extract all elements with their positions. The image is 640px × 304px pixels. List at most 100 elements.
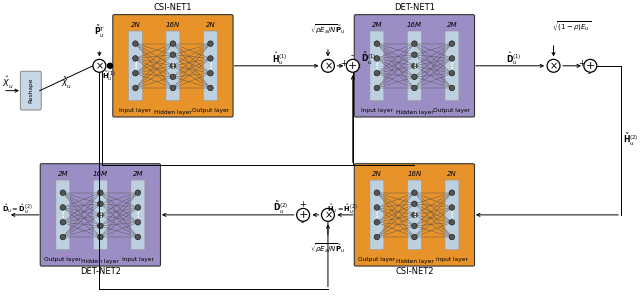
FancyBboxPatch shape [370,180,384,250]
Circle shape [449,85,454,91]
Text: Hidden layer: Hidden layer [81,259,119,264]
Text: Input layer: Input layer [361,108,393,112]
Text: $\tilde{\mathbf{H}}_u^{(1)}$: $\tilde{\mathbf{H}}_u^{(1)}$ [102,69,116,83]
Circle shape [207,71,213,76]
Circle shape [297,209,310,221]
FancyBboxPatch shape [113,15,233,117]
Circle shape [108,63,113,68]
Circle shape [97,212,103,218]
Text: Reshape: Reshape [28,78,33,103]
Text: 2N: 2N [372,171,381,177]
Circle shape [170,52,176,57]
Circle shape [97,190,103,195]
Circle shape [60,205,66,210]
Text: Output layer: Output layer [433,108,470,112]
Text: ⋮: ⋮ [59,210,67,219]
FancyBboxPatch shape [20,71,41,110]
Circle shape [449,234,454,240]
Text: 16M: 16M [407,22,422,28]
Text: 2N: 2N [131,22,140,28]
Text: $\hat{X}_u$: $\hat{X}_u$ [2,74,13,91]
Circle shape [374,205,380,210]
Text: $\tilde{\mathbf{H}}_u^{(2)}$: $\tilde{\mathbf{H}}_u^{(2)}$ [623,132,639,148]
Circle shape [207,41,213,47]
Text: $\tilde{X}_u$: $\tilde{X}_u$ [61,76,72,91]
Circle shape [374,41,380,47]
Circle shape [132,56,138,61]
Text: 2M: 2M [372,22,382,28]
Text: ⋮: ⋮ [410,210,419,219]
Circle shape [449,205,454,210]
Circle shape [374,71,380,76]
FancyBboxPatch shape [56,180,70,250]
Circle shape [170,41,176,47]
Text: 2M: 2M [132,171,143,177]
Text: Output layer: Output layer [44,257,81,261]
Text: 16N: 16N [166,22,180,28]
Circle shape [60,219,66,225]
Text: ⋮: ⋮ [372,61,381,70]
Circle shape [449,56,454,61]
Text: Input layer: Input layer [436,257,468,261]
Text: 2N: 2N [205,22,215,28]
Text: DET-NET2: DET-NET2 [80,267,121,275]
FancyBboxPatch shape [445,180,459,250]
FancyBboxPatch shape [370,31,384,101]
Circle shape [374,234,380,240]
FancyBboxPatch shape [355,164,474,266]
Text: $\tilde{\mathbf{D}}_u^{(1)}$: $\tilde{\mathbf{D}}_u^{(1)}$ [361,51,376,67]
Circle shape [374,56,380,61]
Text: CSI-NET2: CSI-NET2 [395,267,434,275]
FancyBboxPatch shape [445,31,459,101]
FancyBboxPatch shape [408,180,421,250]
Circle shape [412,85,417,91]
FancyBboxPatch shape [131,180,145,250]
Text: $\hat{\mathbf{D}}_u^{(1)}$: $\hat{\mathbf{D}}_u^{(1)}$ [506,50,521,67]
Text: ⋮: ⋮ [372,210,381,219]
Text: $\hat{\mathbf{H}}_u^{(1)}$: $\hat{\mathbf{H}}_u^{(1)}$ [272,50,287,67]
Circle shape [412,201,417,206]
Circle shape [412,190,417,195]
Circle shape [449,71,454,76]
Text: $\times$: $\times$ [549,60,558,71]
Circle shape [412,234,417,240]
Text: Output layer: Output layer [358,257,396,261]
Circle shape [412,52,417,57]
Text: +: + [340,59,348,68]
Circle shape [60,190,66,195]
Circle shape [346,59,359,72]
Text: ⋮: ⋮ [96,210,104,219]
Circle shape [449,190,454,195]
Text: ⋮: ⋮ [448,210,456,219]
Circle shape [374,85,380,91]
Circle shape [170,74,176,80]
Circle shape [584,59,596,72]
Circle shape [132,71,138,76]
FancyBboxPatch shape [204,31,218,101]
Text: Hidden layer: Hidden layer [396,109,433,115]
Text: $\times$: $\times$ [324,210,332,220]
Text: $\times$: $\times$ [324,60,332,71]
Text: +: + [578,59,585,68]
Text: Input layer: Input layer [120,108,151,112]
Circle shape [207,85,213,91]
Text: ⋮: ⋮ [206,61,214,70]
Text: -: - [350,51,353,60]
Circle shape [97,234,103,240]
Circle shape [412,212,417,218]
Text: $\times$: $\times$ [95,60,104,71]
Text: $\sqrt{\rho E_a/N}\tilde{\mathbf{P}}_u$: $\sqrt{\rho E_a/N}\tilde{\mathbf{P}}_u$ [310,22,346,36]
FancyBboxPatch shape [93,180,108,250]
Text: ⋮: ⋮ [410,61,419,70]
Text: DET-NET1: DET-NET1 [394,3,435,12]
Circle shape [412,74,417,80]
FancyBboxPatch shape [166,31,180,101]
Text: Hidden layer: Hidden layer [154,109,192,115]
Text: ⋮: ⋮ [134,210,142,219]
Circle shape [449,41,454,47]
Circle shape [321,209,335,221]
Circle shape [93,59,106,72]
Text: +: + [299,200,305,209]
Text: 16M: 16M [93,171,108,177]
Circle shape [135,219,141,225]
